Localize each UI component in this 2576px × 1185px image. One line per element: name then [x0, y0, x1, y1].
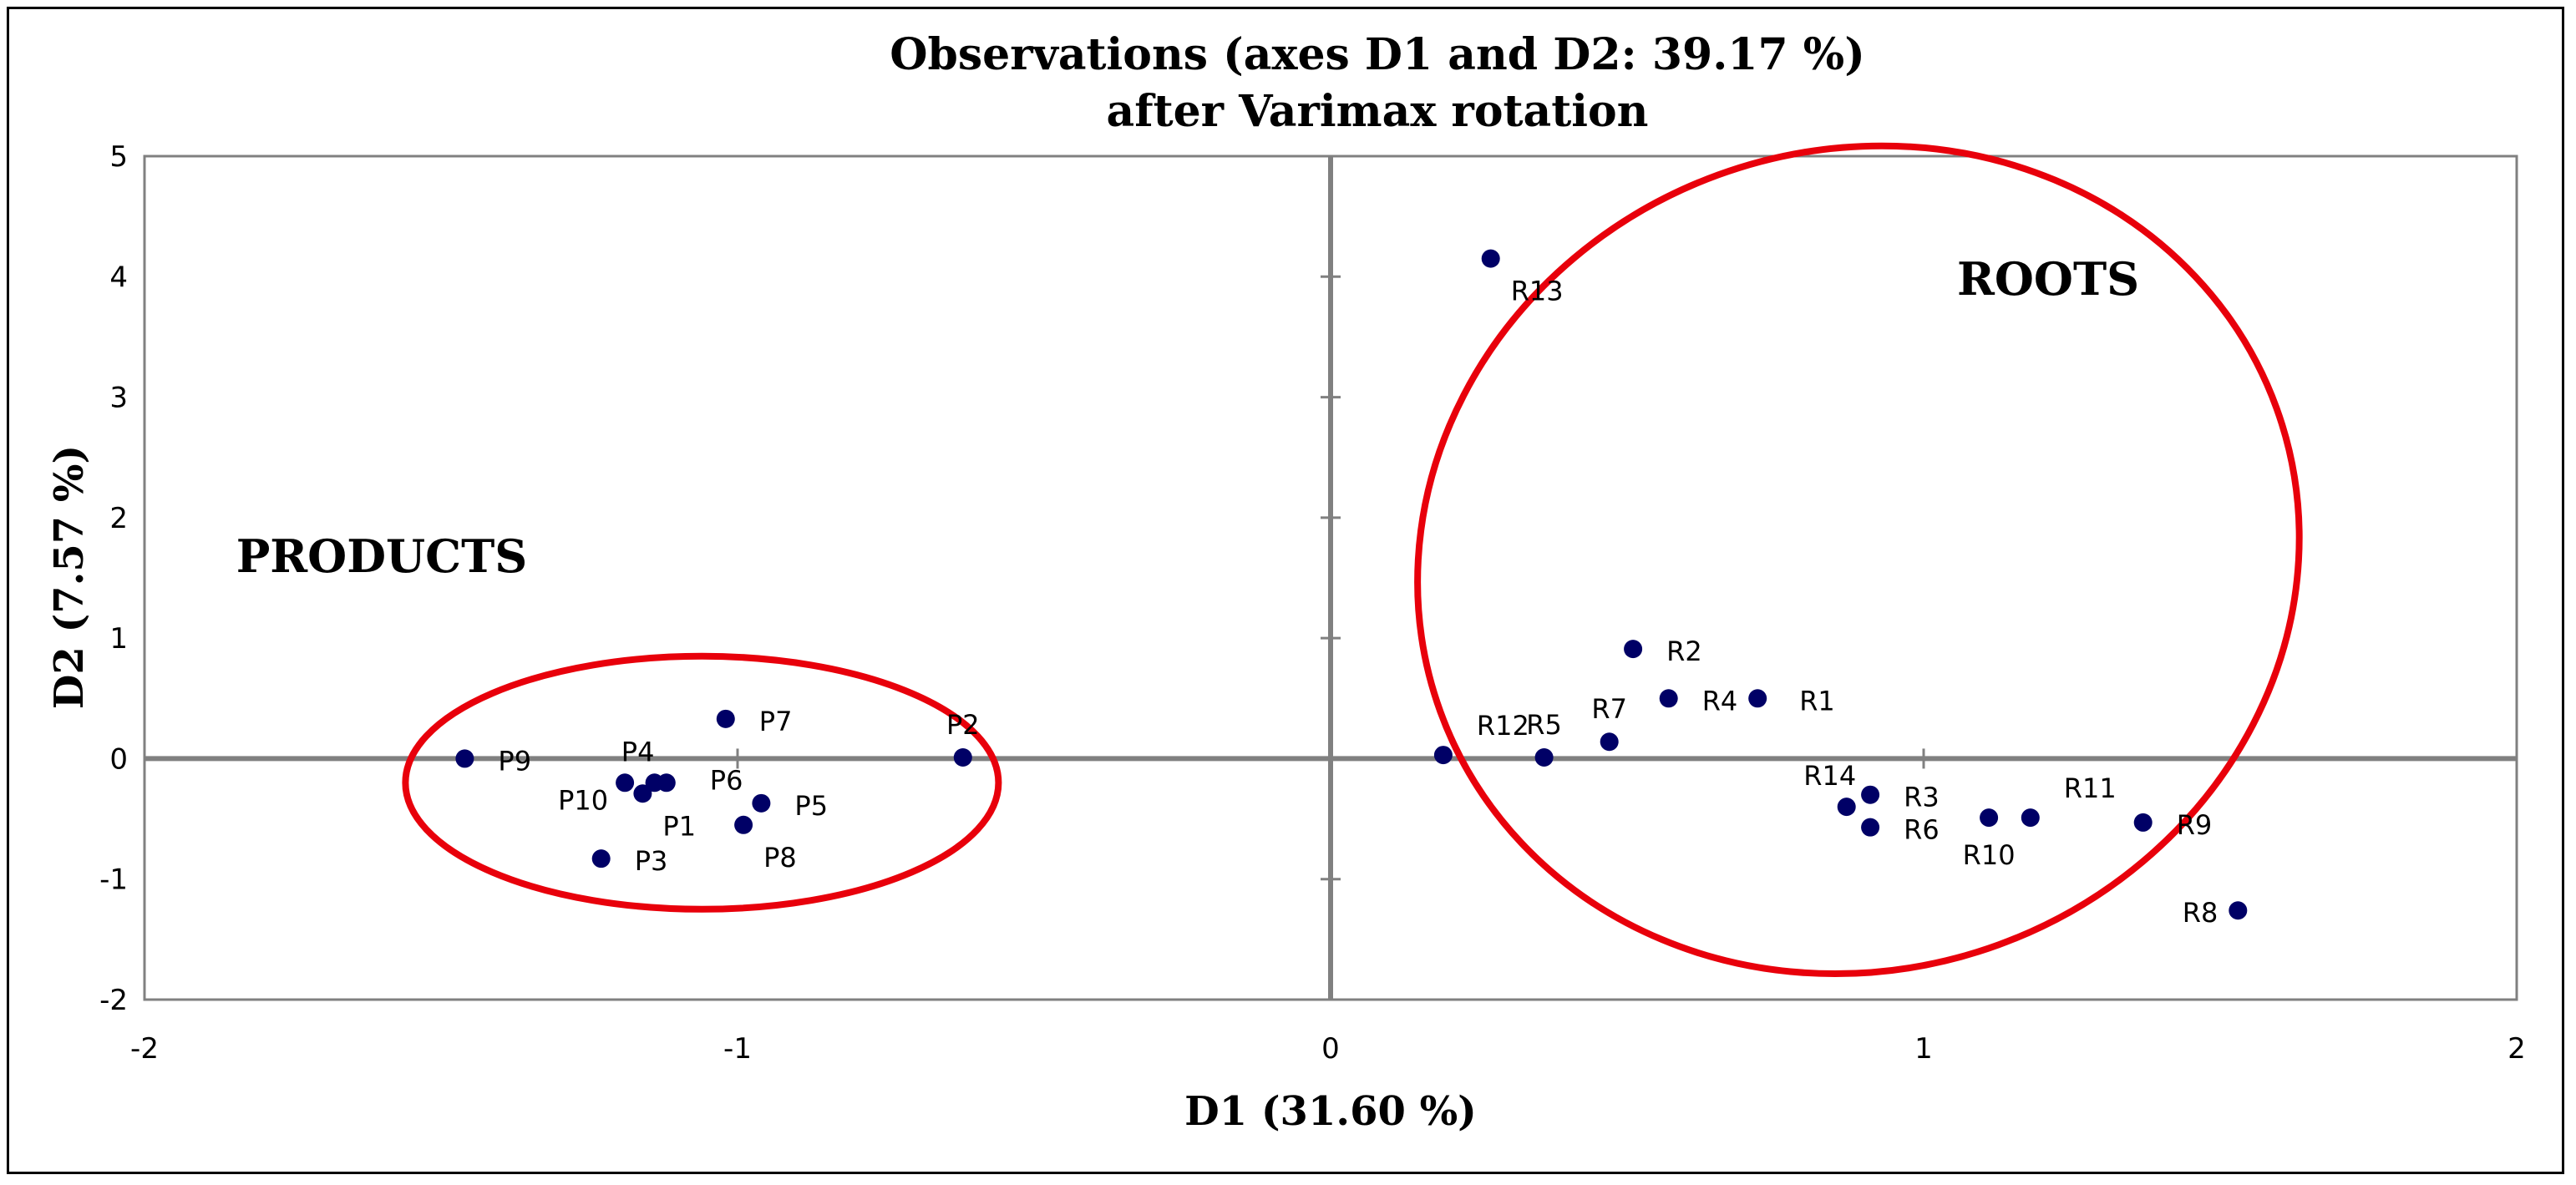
point-label-p6: P6 — [710, 764, 743, 796]
point-p10 — [616, 773, 635, 793]
ellipse-layer — [402, 142, 2303, 978]
point-label-r2: R2 — [1666, 636, 1702, 667]
chart-subtitle: after Varimax rotation — [1107, 86, 1649, 137]
point-label-r4: R4 — [1702, 685, 1738, 717]
point-p9 — [455, 749, 474, 768]
point-label-p4: P4 — [621, 736, 655, 767]
point-label-p8: P8 — [763, 842, 797, 874]
y-axis-title: D2 (7.57 %) — [46, 445, 93, 709]
y-tick-label: -1 — [99, 863, 128, 897]
point-r12 — [1433, 746, 1453, 765]
point-p7 — [716, 709, 735, 728]
x-axis-title: D1 (31.60 %) — [1184, 1088, 1477, 1135]
point-r8 — [2229, 901, 2248, 920]
y-tick-label: 2 — [109, 502, 128, 535]
point-p1 — [633, 784, 652, 803]
point-r11 — [2021, 808, 2040, 828]
group-label-roots: ROOTS — [1957, 252, 2139, 306]
point-label-r11: R11 — [2064, 772, 2117, 804]
point-label-r13: R13 — [1511, 276, 1564, 307]
point-r5 — [1534, 747, 1554, 767]
x-tick-label: 1 — [1914, 1032, 1933, 1066]
point-label-r12: R12 — [1477, 710, 1529, 742]
point-r2 — [1624, 640, 1643, 659]
y-tick-label: 0 — [109, 742, 128, 776]
point-label-r10: R10 — [1963, 839, 2016, 871]
y-tick-label: -2 — [99, 984, 128, 1017]
point-r14 — [1837, 798, 1856, 817]
scatter-chart: Observations (axes D1 and D2: 39.17 %) a… — [46, 29, 2526, 1135]
y-tick-label: 3 — [109, 382, 128, 415]
point-r4 — [1659, 689, 1678, 708]
y-tick-label: 1 — [109, 622, 128, 656]
point-r13 — [1481, 249, 1500, 268]
x-tick-label: 2 — [2508, 1032, 2526, 1066]
point-r7 — [1600, 732, 1619, 752]
ellipse-roots — [1414, 142, 2303, 978]
y-tick-label: 5 — [109, 140, 128, 174]
point-label-p7: P7 — [759, 706, 793, 737]
point-label-p3: P3 — [635, 845, 668, 877]
point-label-r14: R14 — [1803, 760, 1856, 792]
point-p2 — [953, 747, 972, 767]
point-label-p5: P5 — [794, 790, 828, 822]
point-label-p2: P2 — [946, 709, 980, 741]
axes-layer: -2 -1 0 1 2 3 4 5 -2 -1 0 1 2 — [99, 140, 2526, 1066]
points-layer — [455, 249, 2248, 920]
point-label-p9: P9 — [498, 745, 531, 777]
point-label-r8: R8 — [2183, 897, 2219, 929]
point-p3 — [591, 849, 611, 868]
point-r10 — [1980, 808, 1999, 828]
point-label-r1: R1 — [1799, 685, 1835, 717]
y-tick-label: 4 — [109, 261, 128, 294]
point-label-p10: P10 — [558, 784, 608, 816]
point-label-p1: P1 — [662, 810, 696, 842]
point-p6 — [657, 773, 676, 793]
chart-frame: Observations (axes D1 and D2: 39.17 %) a… — [7, 7, 2564, 1174]
point-r6 — [1861, 818, 1880, 837]
point-label-r9: R9 — [2177, 809, 2213, 841]
x-tick-label: -1 — [723, 1032, 752, 1066]
point-p8 — [734, 815, 753, 834]
chart-title: Observations (axes D1 and D2: 39.17 %) — [890, 29, 1865, 80]
point-label-r5: R5 — [1526, 709, 1562, 741]
point-r1 — [1748, 689, 1767, 708]
point-r9 — [2133, 813, 2153, 832]
point-label-r6: R6 — [1904, 814, 1940, 846]
point-r3 — [1861, 785, 1880, 804]
point-label-r3: R3 — [1904, 782, 1940, 813]
point-label-r7: R7 — [1591, 693, 1627, 725]
x-tick-label: 0 — [1321, 1032, 1340, 1066]
ellipse-products — [402, 652, 1002, 913]
x-tick-label: -2 — [130, 1032, 159, 1066]
point-p5 — [752, 793, 771, 813]
group-label-products: PRODUCTS — [236, 529, 528, 583]
